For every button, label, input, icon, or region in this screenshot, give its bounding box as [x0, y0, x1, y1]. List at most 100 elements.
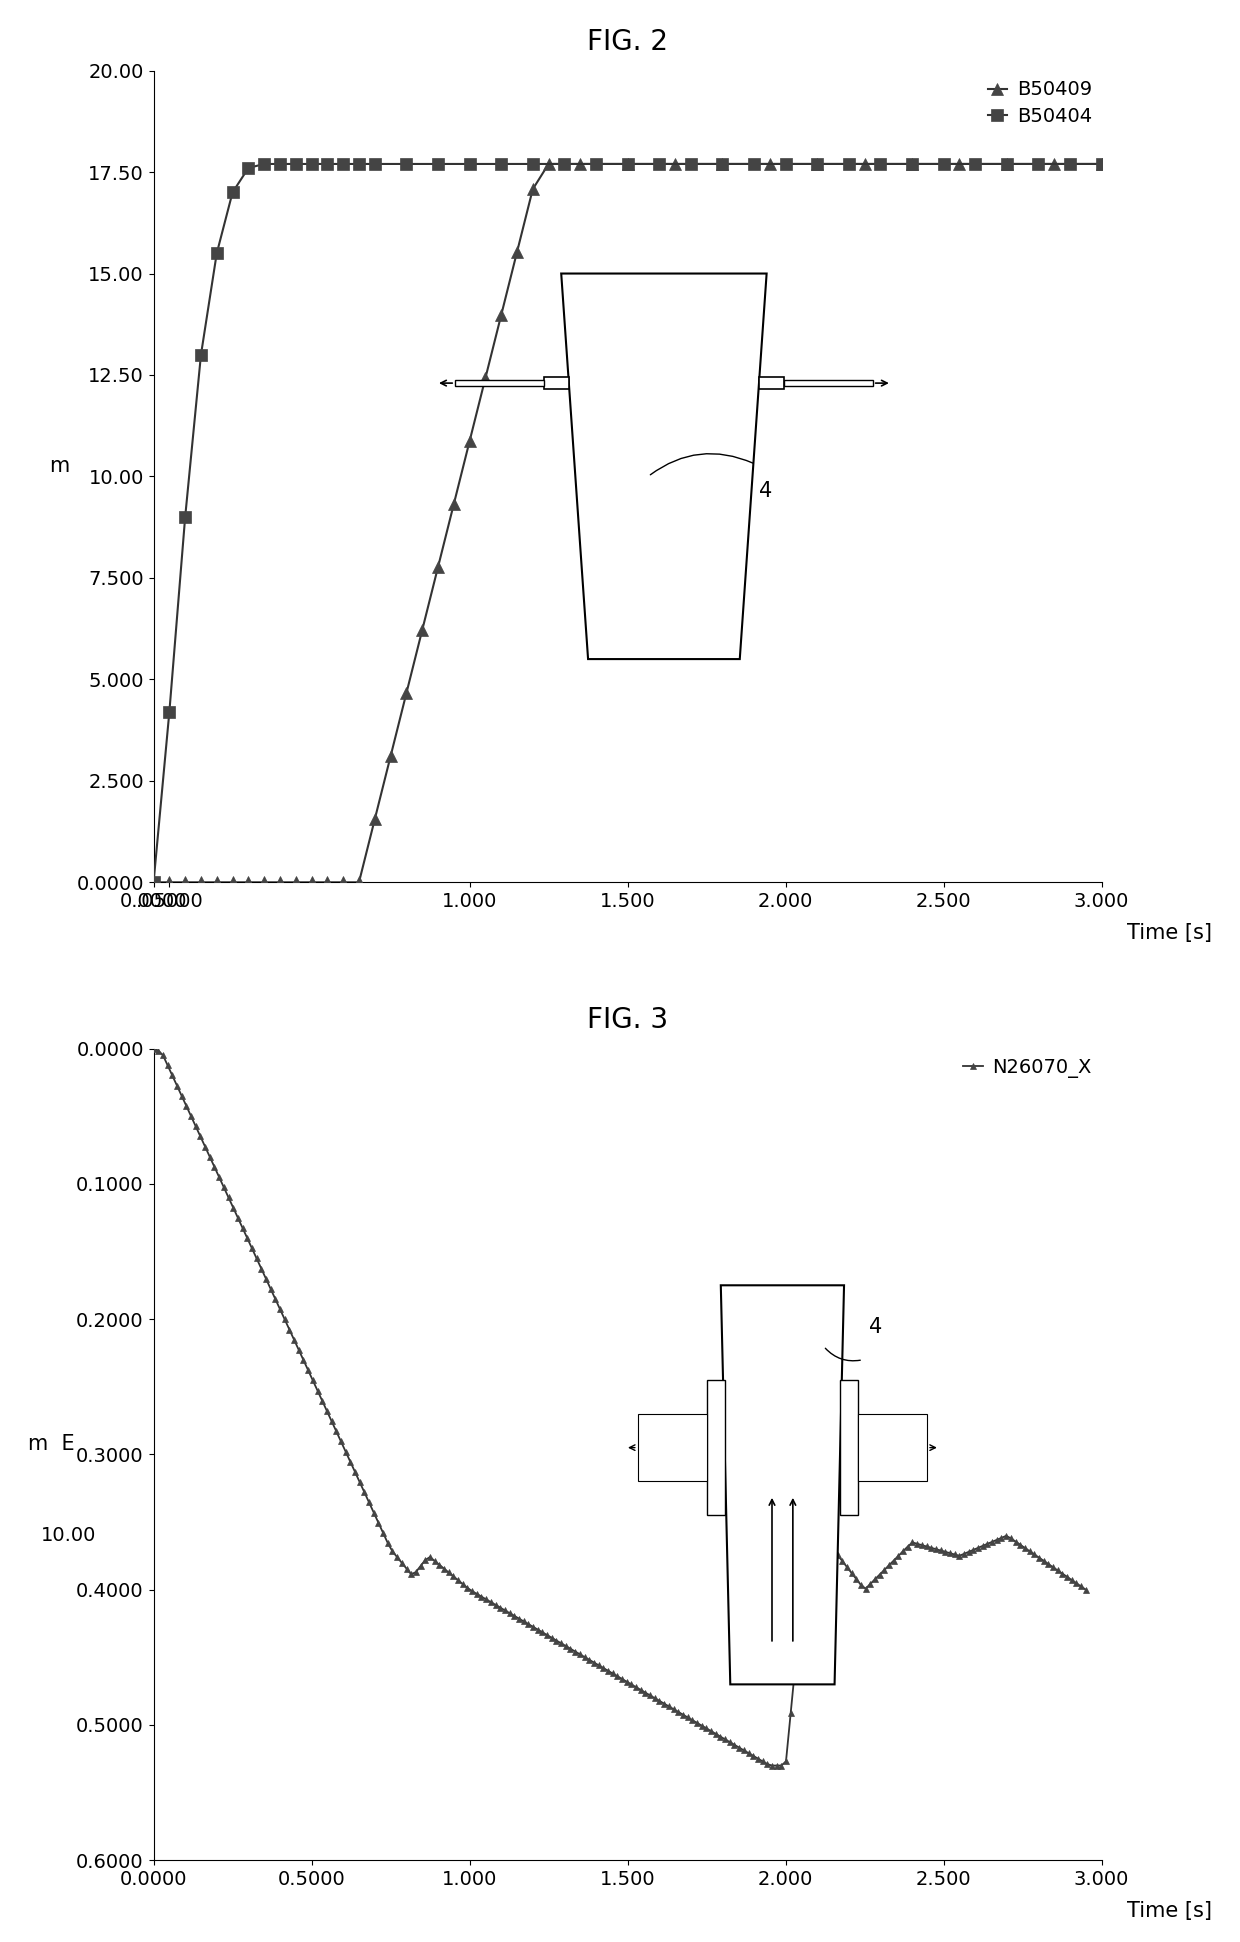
- Bar: [543, 377, 569, 388]
- B50409: [810, 151, 825, 175]
- B50404: [494, 151, 508, 175]
- B50409: [620, 151, 635, 175]
- Bar: [455, 381, 543, 386]
- N26070_X: [1079, 1579, 1094, 1602]
- B50409: [510, 241, 525, 264]
- B50409: [541, 151, 556, 175]
- Y-axis label: m: m: [50, 456, 69, 476]
- B50404: [463, 151, 477, 175]
- B50404: [904, 151, 919, 175]
- Title: FIG. 2: FIG. 2: [587, 27, 668, 56]
- B50409: [304, 870, 319, 893]
- B50404: [273, 151, 288, 175]
- B50409: [477, 367, 492, 390]
- N26070_X: [1037, 1550, 1052, 1573]
- Y-axis label: m  E: m E: [27, 1435, 74, 1455]
- B50404: [367, 151, 382, 175]
- B50404: [210, 241, 224, 264]
- B50404: [146, 870, 161, 893]
- B50409: [463, 429, 477, 452]
- B50409: [320, 870, 335, 893]
- Text: 4: 4: [759, 482, 773, 501]
- B50409: [952, 151, 967, 175]
- B50409: [904, 151, 919, 175]
- B50404: [257, 151, 272, 175]
- B50409: [1047, 151, 1061, 175]
- B50409: [399, 682, 414, 705]
- Text: Time [s]: Time [s]: [1127, 1901, 1211, 1921]
- Bar: [707, 1381, 724, 1515]
- Text: 4: 4: [869, 1317, 883, 1336]
- B50404: [320, 151, 335, 175]
- B50409: [494, 303, 508, 326]
- N26070_X: [146, 1037, 161, 1060]
- B50404: [620, 151, 635, 175]
- Bar: [858, 1414, 928, 1482]
- B50404: [842, 151, 857, 175]
- Line: N26070_X: N26070_X: [150, 1045, 1089, 1769]
- Bar: [841, 1381, 858, 1515]
- B50409: [667, 151, 682, 175]
- B50409: [241, 870, 255, 893]
- N26070_X: [202, 1146, 217, 1169]
- B50404: [1063, 151, 1078, 175]
- Polygon shape: [562, 274, 766, 658]
- B50404: [810, 151, 825, 175]
- B50404: [351, 151, 366, 175]
- B50404: [715, 151, 730, 175]
- B50404: [241, 157, 255, 181]
- Bar: [784, 381, 873, 386]
- B50409: [715, 151, 730, 175]
- B50404: [430, 151, 445, 175]
- N26070_X: [394, 1552, 409, 1575]
- Legend: N26070_X: N26070_X: [963, 1058, 1092, 1078]
- B50404: [226, 181, 241, 204]
- B50404: [967, 151, 982, 175]
- B50409: [414, 619, 429, 643]
- B50409: [162, 870, 177, 893]
- N26070_X: [320, 1400, 335, 1423]
- B50409: [430, 555, 445, 579]
- N26070_X: [765, 1754, 780, 1777]
- Text: 10.00: 10.00: [41, 1526, 97, 1546]
- Text: Time [s]: Time [s]: [1127, 922, 1211, 944]
- B50409: [999, 151, 1014, 175]
- B50409: [146, 870, 161, 893]
- B50404: [557, 151, 572, 175]
- B50409: [446, 493, 461, 517]
- B50409: [177, 870, 192, 893]
- Title: FIG. 3: FIG. 3: [587, 1006, 668, 1033]
- B50404: [1094, 151, 1109, 175]
- B50404: [683, 151, 698, 175]
- B50404: [336, 151, 351, 175]
- B50409: [226, 870, 241, 893]
- B50409: [367, 808, 382, 831]
- B50409: [526, 177, 541, 200]
- B50409: [193, 870, 208, 893]
- N26070_X: [184, 1105, 198, 1128]
- B50409: [573, 151, 588, 175]
- B50409: [857, 151, 872, 175]
- B50404: [1030, 151, 1045, 175]
- N26070_X: [1003, 1526, 1018, 1550]
- Line: B50404: B50404: [148, 159, 1107, 887]
- B50409: [273, 870, 288, 893]
- Polygon shape: [720, 1286, 844, 1684]
- B50409: [351, 870, 366, 893]
- Line: B50409: B50409: [148, 159, 1107, 887]
- B50409: [763, 151, 777, 175]
- B50409: [1094, 151, 1109, 175]
- B50404: [652, 151, 667, 175]
- B50404: [873, 151, 888, 175]
- B50404: [589, 151, 604, 175]
- B50404: [177, 505, 192, 528]
- B50404: [779, 151, 794, 175]
- B50404: [999, 151, 1014, 175]
- B50409: [336, 870, 351, 893]
- B50409: [257, 870, 272, 893]
- B50404: [399, 151, 414, 175]
- Legend: B50409, B50404: B50409, B50404: [987, 80, 1092, 126]
- Bar: [637, 1414, 707, 1482]
- B50409: [383, 744, 398, 767]
- B50404: [304, 151, 319, 175]
